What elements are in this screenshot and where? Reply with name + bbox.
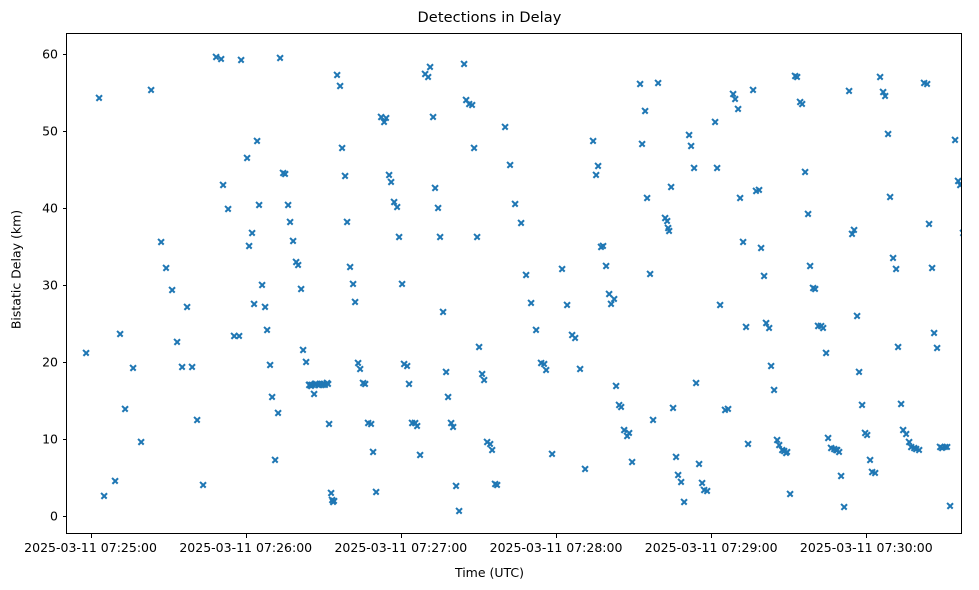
y-tick-mark [62,285,66,287]
y-tick-label: 0 [50,508,58,524]
x-tick-label: 2025-03-11 07:27:00 [334,540,468,555]
chart-title: Detections in Delay [417,10,562,26]
y-tick-mark [62,130,66,132]
y-tick-label: 10 [42,431,58,447]
y-tick-label: 50 [42,123,58,139]
x-tick-mark [245,534,247,538]
y-tick-label: 30 [42,277,58,293]
y-tick-mark [62,207,66,210]
y-tick-mark [62,53,66,55]
y-tick-label: 20 [42,354,58,370]
x-tick-mark [866,534,868,538]
y-tick-label: 40 [42,200,58,216]
plot-area [66,33,962,534]
y-tick-mark [62,439,66,441]
x-tick-mark [556,534,558,538]
y-tick-label: 60 [42,46,58,62]
y-tick-mark [62,362,66,364]
x-tick-label: 2025-03-11 07:25:00 [24,540,157,555]
x-tick-label: 2025-03-11 07:29:00 [644,540,778,555]
x-axis-label: Time (UTC) [454,565,525,580]
x-tick-mark [90,534,92,538]
x-tick-mark [711,534,713,538]
x-tick-label: 2025-03-11 07:26:00 [179,540,313,555]
y-tick-mark [62,516,66,518]
y-axis-label: Bistatic Delay (km) [8,209,24,330]
x-tick-label: 2025-03-11 07:28:00 [489,540,623,555]
x-tick-label: 2025-03-11 07:30:00 [799,540,933,555]
x-tick-mark [400,534,402,538]
